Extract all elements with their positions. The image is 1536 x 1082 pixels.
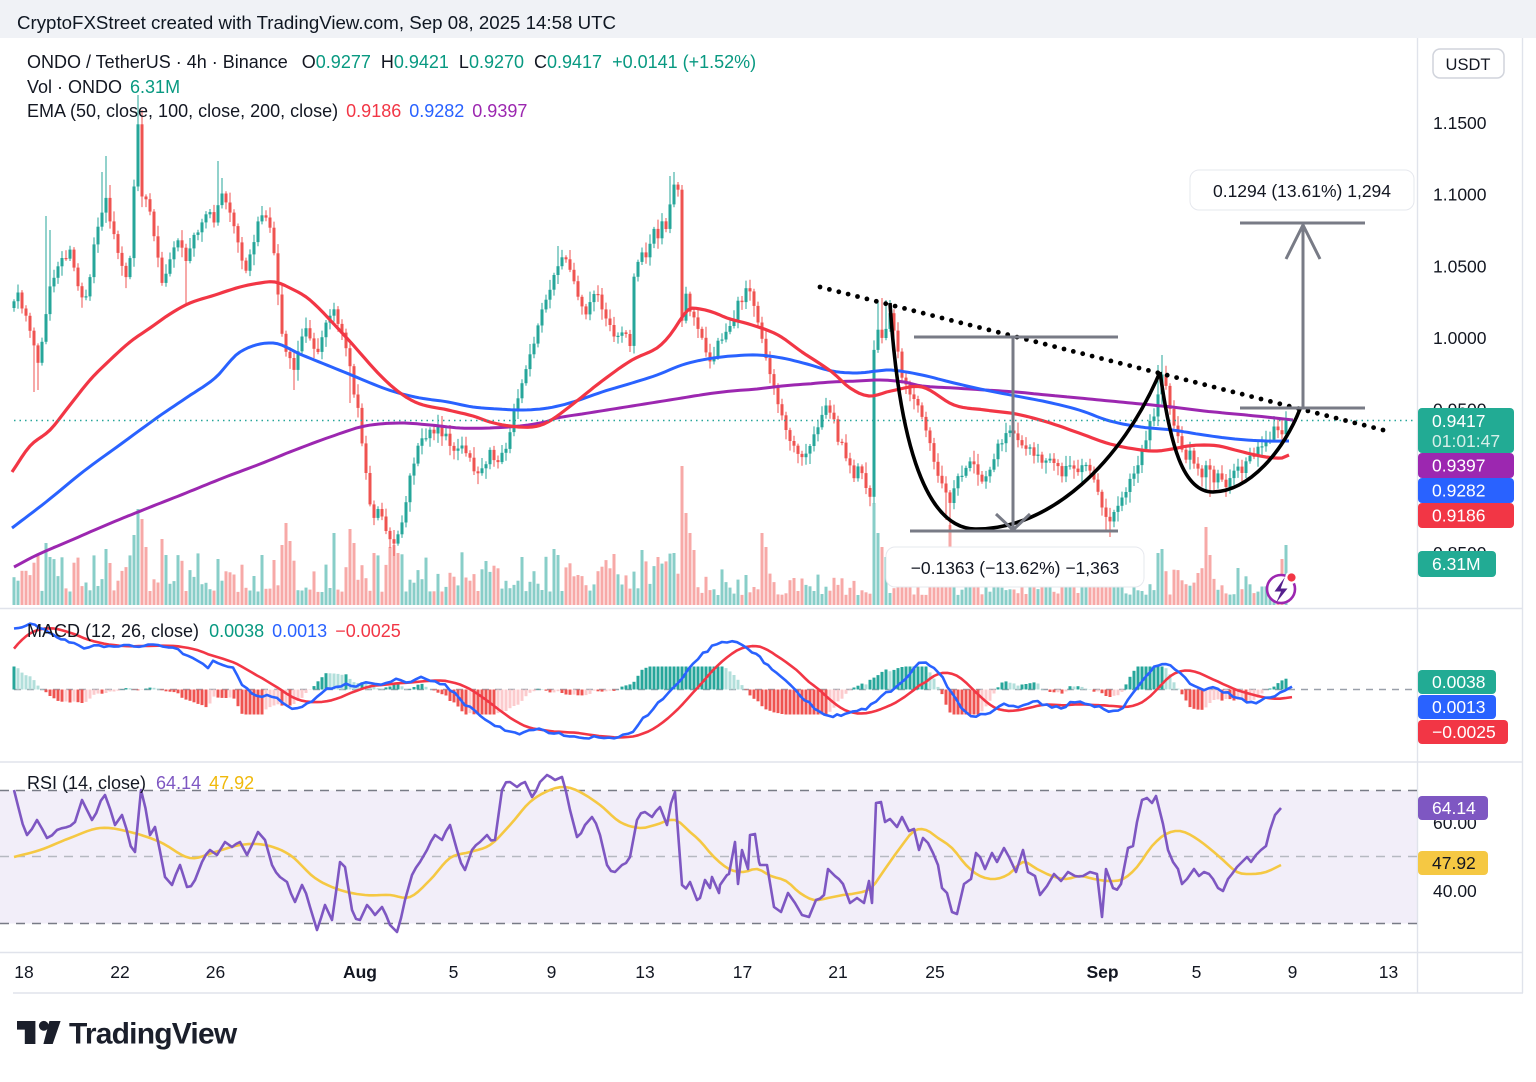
svg-text:22: 22 bbox=[110, 962, 129, 982]
svg-text:EMA (50, close, 100, close, 20: EMA (50, close, 100, close, 200, close)0… bbox=[27, 101, 527, 121]
svg-text:47.92: 47.92 bbox=[1432, 853, 1476, 873]
svg-text:13: 13 bbox=[635, 962, 654, 982]
svg-text:40.00: 40.00 bbox=[1433, 881, 1477, 901]
svg-text:6.31M: 6.31M bbox=[1432, 554, 1481, 574]
svg-text:ONDO / TetherUS · 4h · Binance: ONDO / TetherUS · 4h · BinanceO0.9277H0.… bbox=[27, 52, 756, 72]
svg-text:USDT: USDT bbox=[1446, 56, 1491, 74]
svg-text:5: 5 bbox=[1192, 962, 1202, 982]
svg-text:9: 9 bbox=[1288, 962, 1298, 982]
svg-text:TradingView: TradingView bbox=[69, 1018, 238, 1051]
svg-text:9: 9 bbox=[547, 962, 557, 982]
svg-text:13: 13 bbox=[1379, 962, 1398, 982]
svg-text:21: 21 bbox=[828, 962, 847, 982]
svg-text:1.0500: 1.0500 bbox=[1433, 256, 1487, 276]
svg-text:1.1000: 1.1000 bbox=[1433, 185, 1487, 205]
svg-text:Aug: Aug bbox=[343, 962, 377, 982]
svg-text:0.0038: 0.0038 bbox=[1432, 672, 1486, 692]
svg-text:26: 26 bbox=[206, 962, 225, 982]
svg-text:1.1500: 1.1500 bbox=[1433, 113, 1487, 133]
svg-text:0.0013: 0.0013 bbox=[1432, 697, 1486, 717]
svg-text:0.9186: 0.9186 bbox=[1432, 506, 1486, 526]
svg-text:Sep: Sep bbox=[1086, 962, 1118, 982]
svg-text:−0.1363 (−13.62%) −1,363: −0.1363 (−13.62%) −1,363 bbox=[911, 558, 1120, 578]
svg-text:5: 5 bbox=[449, 962, 459, 982]
svg-text:64.14: 64.14 bbox=[1432, 798, 1476, 818]
svg-text:CryptoFXStreet created with Tr: CryptoFXStreet created with TradingView.… bbox=[17, 12, 616, 33]
svg-text:0.9397: 0.9397 bbox=[1432, 456, 1486, 476]
svg-text:01:01:47: 01:01:47 bbox=[1432, 431, 1500, 451]
svg-text:18: 18 bbox=[14, 962, 33, 982]
svg-text:−0.0025: −0.0025 bbox=[1432, 722, 1496, 742]
svg-text:0.9282: 0.9282 bbox=[1432, 481, 1486, 501]
svg-text:1.0000: 1.0000 bbox=[1433, 328, 1487, 348]
svg-text:25: 25 bbox=[925, 962, 944, 982]
svg-text:17: 17 bbox=[733, 962, 752, 982]
svg-text:0.1294 (13.61%) 1,294: 0.1294 (13.61%) 1,294 bbox=[1213, 181, 1391, 201]
svg-text:0.9417: 0.9417 bbox=[1432, 411, 1486, 431]
